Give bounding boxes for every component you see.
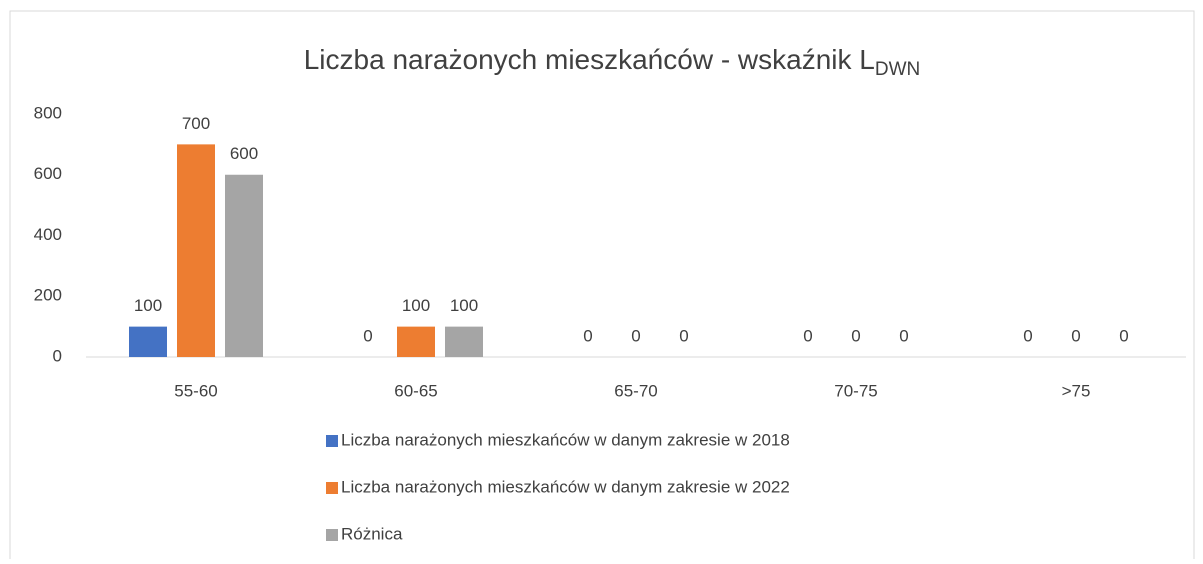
data-label: 0	[899, 326, 908, 345]
x-tick-label: 65-70	[614, 381, 657, 400]
data-label: 0	[1071, 326, 1080, 345]
legend-label: Liczba narażonych mieszkańców w danym za…	[341, 430, 790, 449]
x-tick-label: 60-65	[394, 381, 437, 400]
bar	[129, 326, 167, 357]
data-label: 0	[1023, 326, 1032, 345]
data-label: 0	[679, 326, 688, 345]
data-label: 0	[631, 326, 640, 345]
legend-swatch	[326, 435, 338, 447]
chart-title-subscript: DWN	[875, 59, 920, 80]
chart-title-main: Liczba narażonych mieszkańców - wskaźnik…	[304, 44, 875, 75]
data-label: 0	[583, 326, 592, 345]
data-label: 0	[1119, 326, 1128, 345]
legend-swatch	[326, 529, 338, 541]
y-tick-label: 600	[34, 164, 62, 183]
legend-label: Różnica	[341, 524, 403, 543]
bar	[397, 326, 435, 357]
x-tick-label: >75	[1062, 381, 1091, 400]
y-tick-label: 800	[34, 103, 62, 122]
x-tick-label: 55-60	[174, 381, 217, 400]
data-label: 0	[363, 326, 372, 345]
legend-label: Liczba narażonych mieszkańców w danym za…	[341, 477, 790, 496]
data-label: 100	[402, 296, 430, 315]
chart-title: Liczba narażonych mieszkańców - wskaźnik…	[304, 44, 921, 80]
bar	[177, 144, 215, 357]
data-label: 0	[803, 326, 812, 345]
data-label: 0	[851, 326, 860, 345]
data-label: 700	[182, 114, 210, 133]
bar	[225, 174, 263, 357]
y-tick-label: 400	[34, 225, 62, 244]
bar	[445, 326, 483, 357]
data-label: 100	[450, 296, 478, 315]
legend-swatch	[326, 482, 338, 494]
y-tick-label: 0	[53, 346, 62, 365]
data-label: 100	[134, 296, 162, 315]
y-tick-label: 200	[34, 286, 62, 305]
x-tick-label: 70-75	[834, 381, 877, 400]
data-label: 600	[230, 144, 258, 163]
